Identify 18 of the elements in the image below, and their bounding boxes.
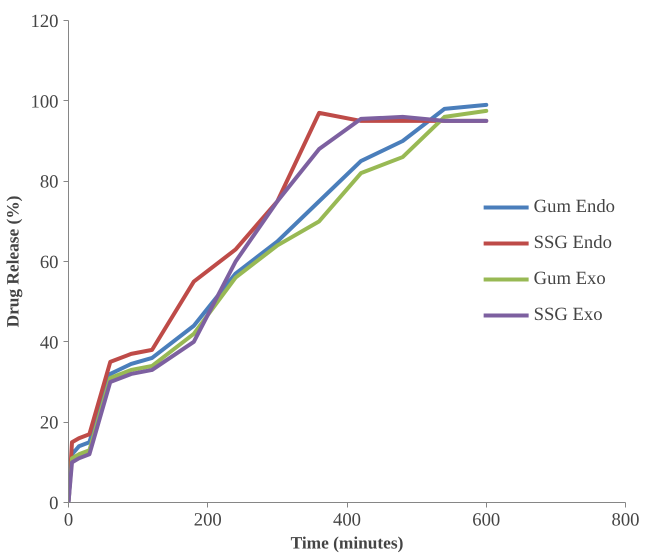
legend-label: Gum Endo — [534, 196, 615, 218]
x-tick-label: 0 — [64, 510, 74, 530]
x-axis-title: Time (minutes) — [290, 534, 404, 552]
y-tick-label: 60 — [40, 252, 58, 273]
legend-label: Gum Exo — [534, 268, 606, 290]
y-axis-title: Drug Release (%) — [4, 195, 23, 328]
legend-label: SSG Exo — [534, 304, 603, 326]
x-tick-label: 600 — [472, 510, 500, 530]
y-tick-label: 20 — [40, 412, 58, 434]
x-tick-label: 800 — [612, 510, 640, 530]
legend-label: SSG Endo — [534, 232, 612, 254]
y-tick-label: 100 — [30, 91, 58, 112]
x-tick-label: 400 — [333, 510, 361, 530]
y-tick-label: 80 — [40, 172, 58, 193]
x-tick-label: 200 — [194, 510, 222, 530]
y-tick-label: 40 — [40, 332, 58, 354]
y-tick-label: 120 — [30, 11, 58, 32]
y-tick-label: 0 — [49, 493, 58, 514]
